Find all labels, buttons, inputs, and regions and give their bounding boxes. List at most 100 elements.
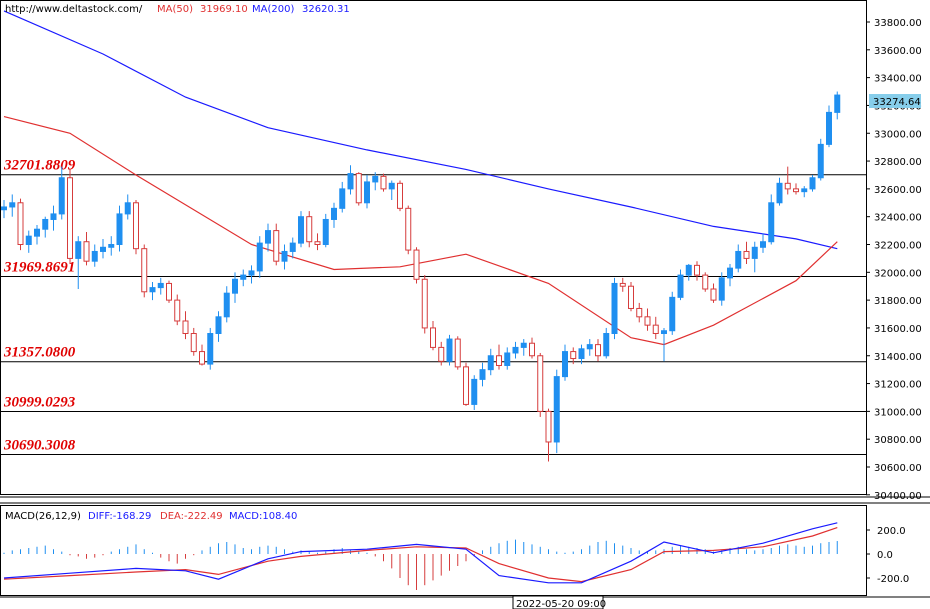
candle-body <box>619 282 626 287</box>
candle-body <box>454 338 461 368</box>
macd-tick-label: 200.0 <box>877 526 906 537</box>
price-panel[interactable] <box>0 0 867 495</box>
candle-body <box>743 250 750 259</box>
candle-body <box>529 342 535 357</box>
candle-body <box>496 355 502 366</box>
candle-body <box>380 175 387 190</box>
candle-body <box>694 264 700 276</box>
candle-body <box>504 352 511 366</box>
candle-body <box>644 316 651 326</box>
price-tick-label: 33000.00 <box>874 129 922 140</box>
price-tick-label: 32000.00 <box>874 268 922 279</box>
price-tick-label: 32400.00 <box>874 213 922 224</box>
timestamp: 2022-05-20 09:00 <box>516 599 606 609</box>
ma200-value: 32620.31 <box>302 4 350 15</box>
candle-body <box>223 292 230 318</box>
candle-body <box>413 249 420 280</box>
price-tick-label: 30800.00 <box>874 435 922 446</box>
candle-body <box>768 202 775 243</box>
candle-body <box>430 327 436 348</box>
candle-body <box>298 216 304 244</box>
candle-body <box>124 202 131 215</box>
candle-body <box>586 344 593 350</box>
candle-body <box>710 288 717 301</box>
level-label: 31969.8691 <box>3 260 75 276</box>
candle-body <box>182 320 189 334</box>
ma50-line <box>3 116 838 346</box>
candle-body <box>207 333 214 365</box>
candle-body <box>826 111 832 145</box>
candle-body <box>793 188 799 193</box>
candle-body <box>339 188 346 209</box>
macd-value: MACD:108.40 <box>229 511 297 522</box>
candle-body <box>545 410 552 443</box>
level-label: 31357.0800 <box>3 345 76 361</box>
candle-body <box>91 250 98 262</box>
candle-body <box>628 285 634 309</box>
level-label: 32701.8809 <box>3 158 76 174</box>
level-label: 30690.3008 <box>3 437 76 453</box>
candle-body <box>314 241 321 245</box>
macd-title: MACD(26,12,9) <box>5 511 81 522</box>
price-tick-label: 32200.00 <box>874 241 922 252</box>
ma50-value: 31969.10 <box>200 4 248 15</box>
candle-body <box>438 346 445 362</box>
candle-body <box>108 244 115 248</box>
macd-dea-line <box>3 527 838 583</box>
candle-body <box>834 94 841 113</box>
price-tick-label: 31200.00 <box>874 380 922 391</box>
candle-body <box>570 351 577 360</box>
candle-body <box>372 175 379 183</box>
price-tick-label: 31400.00 <box>874 352 922 363</box>
candle-body <box>578 348 585 360</box>
candle-body <box>784 182 791 190</box>
level-label: 30999.0293 <box>3 395 76 411</box>
candle-body <box>760 241 766 248</box>
candle-body <box>67 177 73 259</box>
candle-body <box>809 177 816 190</box>
candle-body <box>133 202 139 250</box>
candle-body <box>1 206 7 211</box>
candle-body <box>512 346 519 354</box>
candle-body <box>553 376 560 443</box>
ma200-line <box>3 10 838 250</box>
price-tick-label: 31600.00 <box>874 324 922 335</box>
candle-body <box>75 241 82 259</box>
candle-body <box>603 333 610 357</box>
candle-body <box>289 242 296 252</box>
candle-body <box>677 274 684 298</box>
candle-body <box>42 218 49 230</box>
candle-body <box>801 188 808 193</box>
candle-body <box>397 182 403 209</box>
price-tick-label: 31000.00 <box>874 407 922 418</box>
candle-body <box>776 182 783 204</box>
candle-body <box>34 228 40 237</box>
candle-body <box>281 250 288 262</box>
candle-body <box>669 296 676 332</box>
price-tick-label: 33400.00 <box>874 74 922 85</box>
candle-body <box>25 235 32 245</box>
candle-body <box>248 270 255 276</box>
candle-body <box>685 264 692 276</box>
candle-body <box>190 333 197 353</box>
candle-body <box>405 207 412 251</box>
candle-body <box>116 213 123 245</box>
candle-body <box>702 274 709 290</box>
current-price-tag <box>869 94 921 108</box>
candle-body <box>817 143 824 179</box>
candle-body <box>562 351 568 378</box>
macd-panel[interactable] <box>0 505 867 596</box>
candle-body <box>199 351 205 365</box>
candle-body <box>355 173 362 204</box>
candle-body <box>727 267 733 279</box>
candle-body <box>256 242 263 272</box>
price-tick-label: 33600.00 <box>874 46 922 57</box>
candle-body <box>9 202 16 208</box>
candle-body <box>141 248 148 293</box>
ma200-label: MA(200) <box>252 4 294 15</box>
price-tick-label: 32800.00 <box>874 157 922 168</box>
macd-indicator: 200.0 0.0 -200.0 <box>3 522 909 590</box>
candle-body <box>100 246 106 252</box>
candle-body <box>487 355 494 371</box>
candle-body <box>58 177 65 215</box>
